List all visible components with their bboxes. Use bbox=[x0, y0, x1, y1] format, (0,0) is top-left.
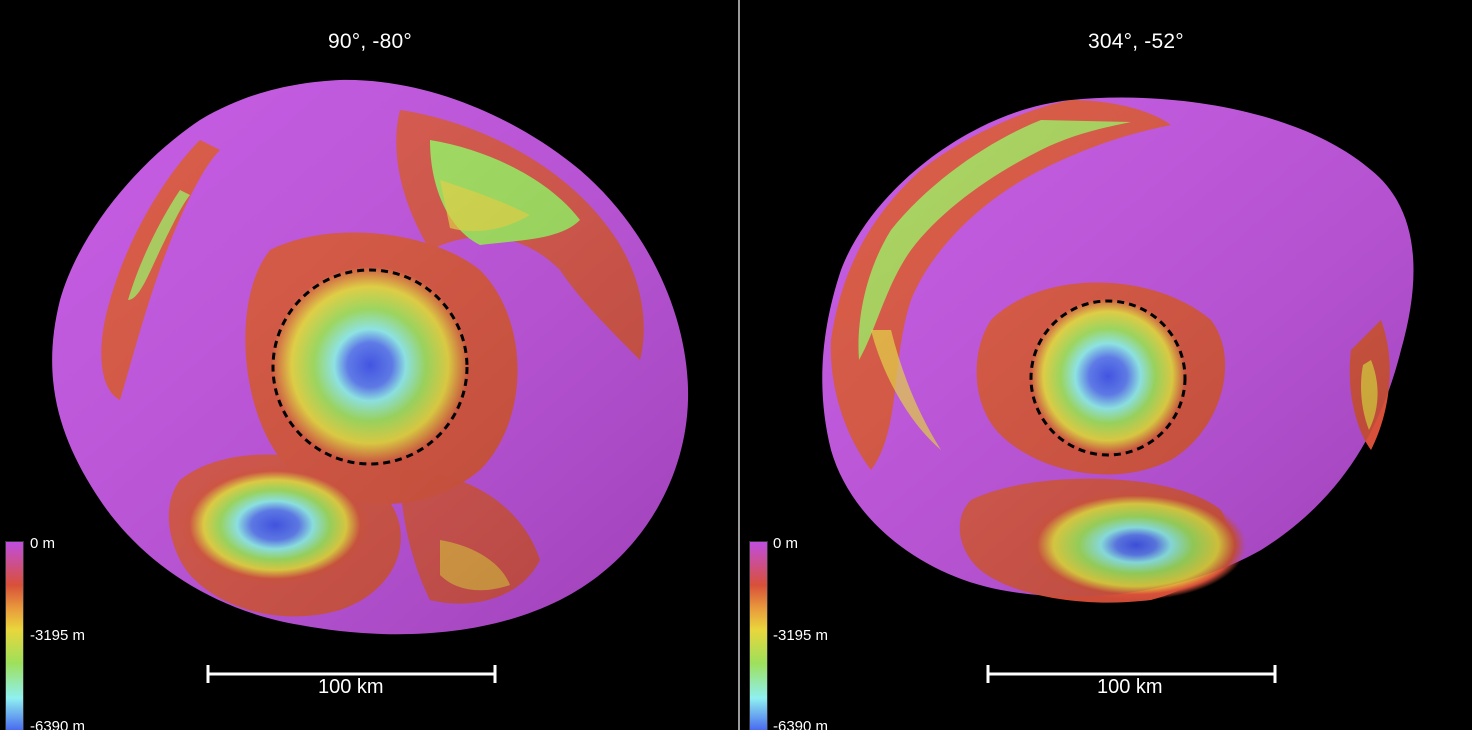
colorbar-max-label: 0 m bbox=[773, 535, 799, 552]
colorbar bbox=[749, 541, 768, 730]
scale-bar-label: 100 km bbox=[1097, 676, 1163, 698]
asteroid-render-right bbox=[822, 97, 1414, 683]
crater-rim-outline bbox=[1029, 299, 1187, 457]
view-title: 304°, -52° bbox=[1088, 30, 1184, 53]
colorbar-min-label: -6390 m bbox=[773, 718, 829, 730]
colorbar-mid-label: -3195 m bbox=[773, 627, 829, 644]
colorbar-max-label: 0 m bbox=[30, 535, 56, 552]
crater-rim-outline bbox=[271, 268, 469, 466]
scale-bar-label: 100 km bbox=[318, 676, 384, 698]
right-view-panel: 304°, -52° 0 m -3195 m -6390 m 100 km bbox=[741, 0, 1472, 730]
colorbar bbox=[5, 541, 24, 730]
left-view-panel: 90°, -80° 0 m -3195 m -6390 m 100 km bbox=[5, 30, 689, 730]
scale-bar bbox=[206, 665, 497, 683]
colorbar-mid-label: -3195 m bbox=[30, 627, 86, 644]
panel-divider bbox=[738, 0, 740, 730]
view-title: 90°, -80° bbox=[328, 30, 412, 53]
asteroid-render-left bbox=[52, 79, 689, 683]
colorbar-min-label: -6390 m bbox=[30, 718, 86, 730]
scale-bar bbox=[986, 665, 1277, 683]
